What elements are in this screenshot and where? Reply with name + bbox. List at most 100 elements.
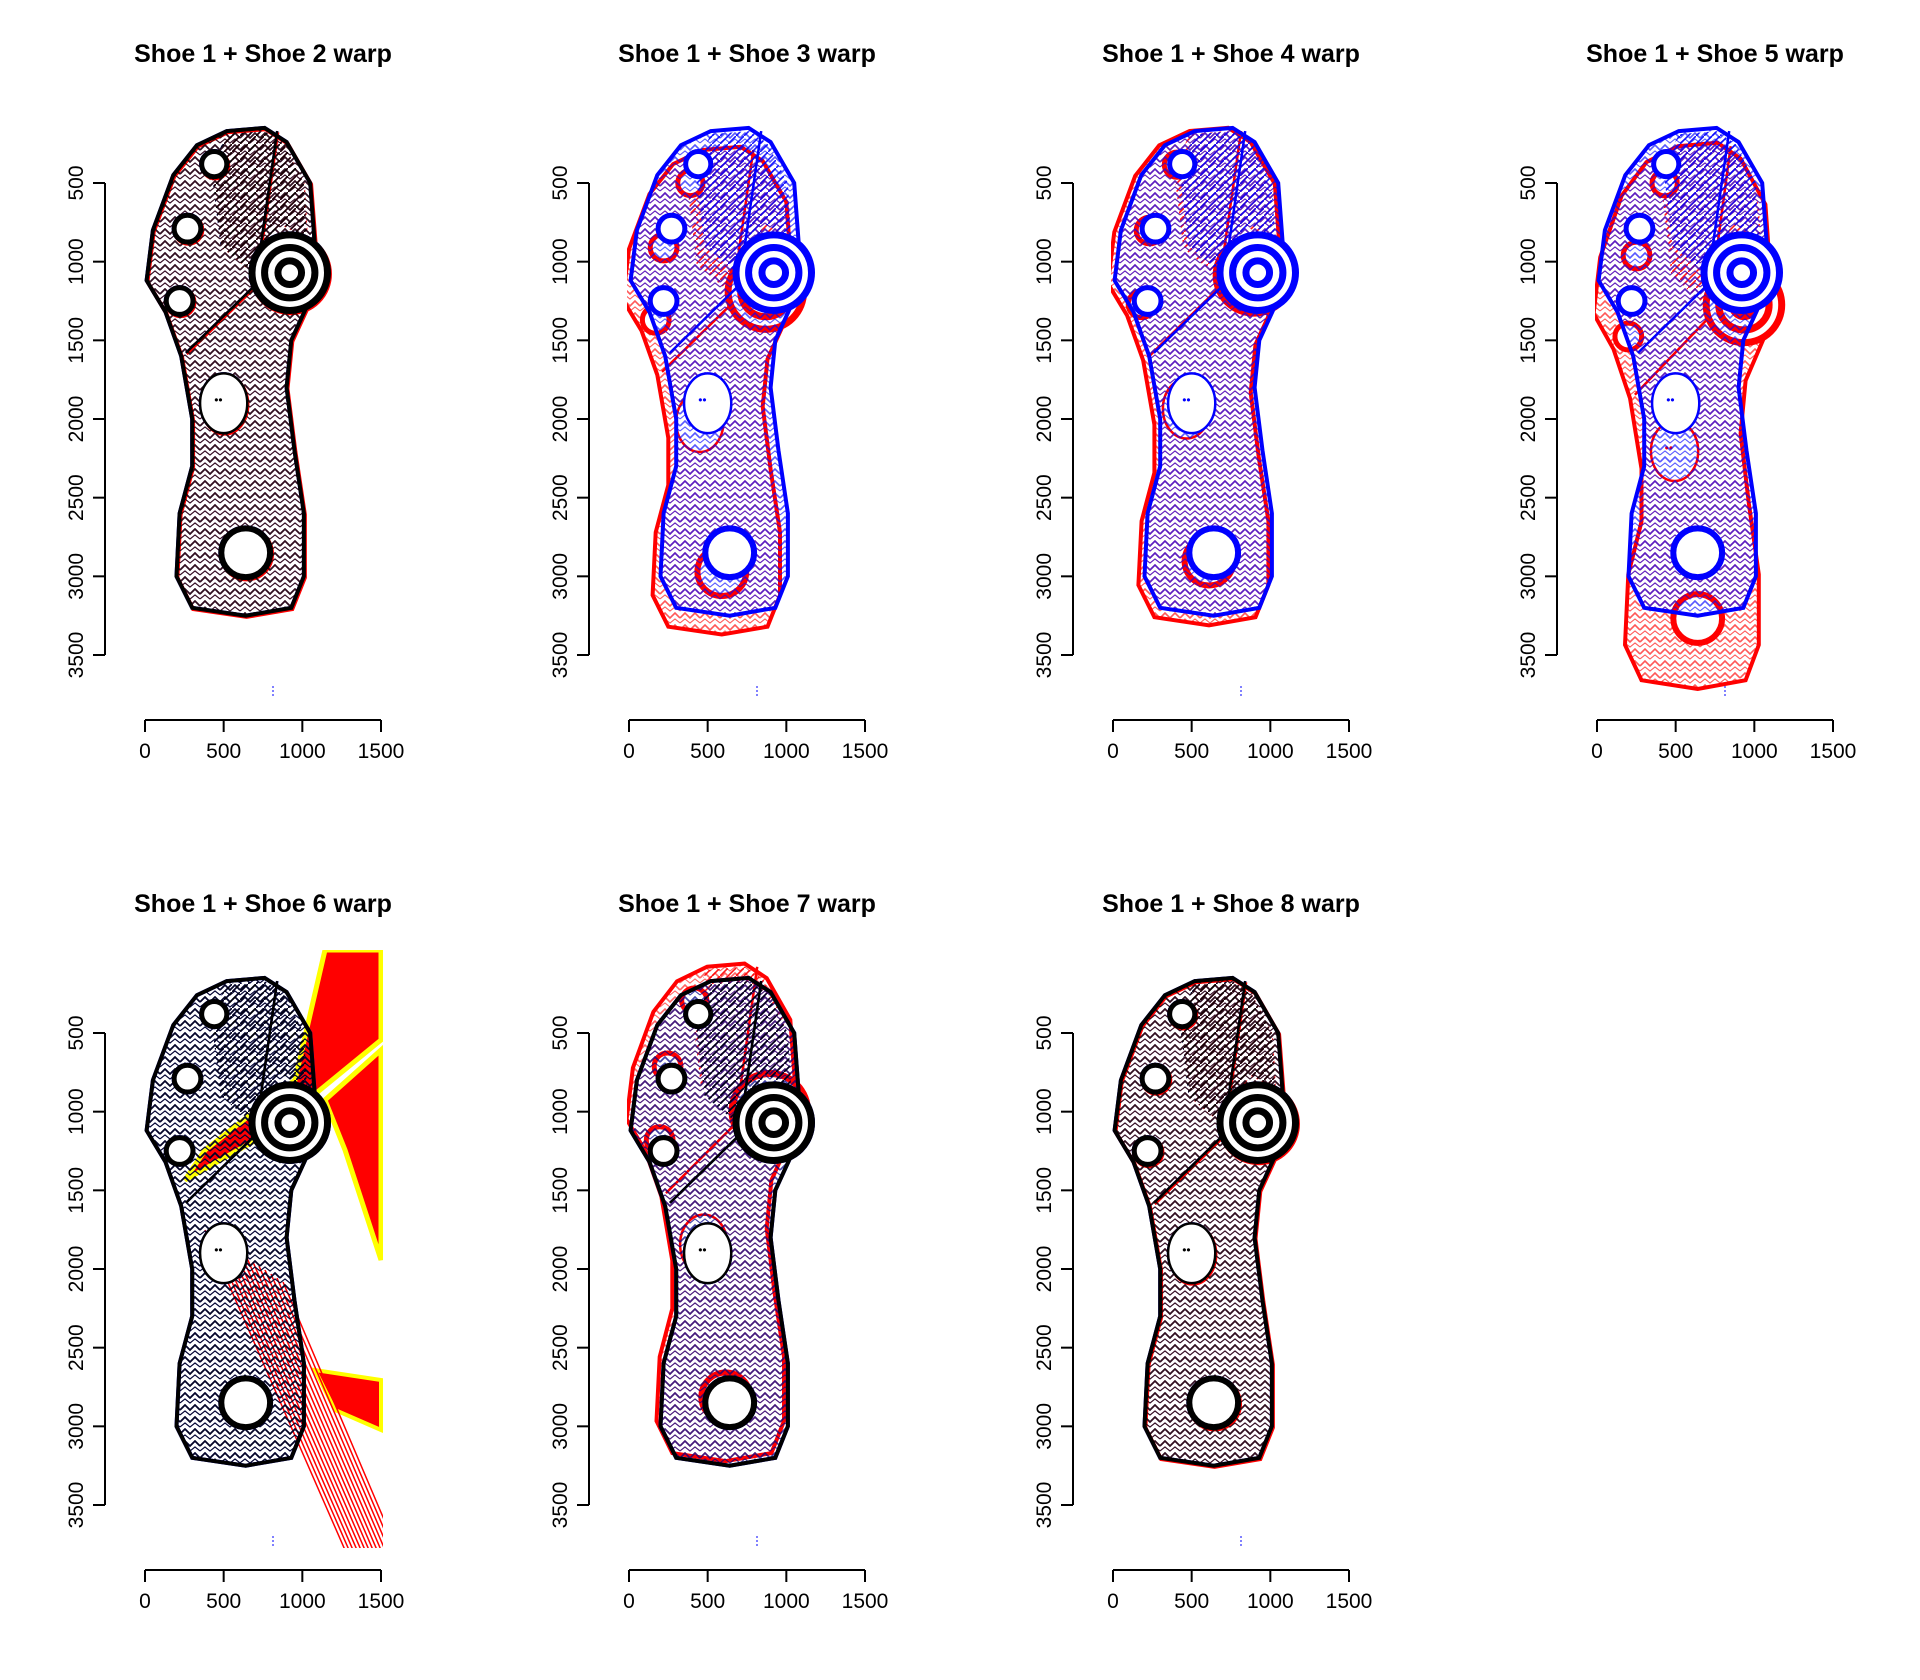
y-axis: 500 1000 1500 2000 2500 3000 3500 [1033,165,1074,679]
toe-hatch [695,131,792,278]
panel-title: Shoe 1 + Shoe 5 warp [1586,40,1844,68]
y-axis: 500 1000 1500 2000 2500 3000 3500 [1033,1015,1074,1529]
x-tick-label: 0 [1107,1590,1119,1613]
overlap-region: •• [144,975,332,1468]
overlap-shoe: •• [628,975,816,1468]
logo-oval [682,1222,733,1285]
y-tick-label: 500 [65,165,88,200]
x-tick-label: 1500 [1326,1590,1373,1613]
logo-mark: •• [698,1243,706,1257]
marker-circle-2 [171,1062,204,1095]
logo-oval [1650,372,1701,435]
bullseye-middle [1229,1094,1287,1152]
marker-circle-1 [199,149,230,180]
logo-oval [682,372,733,435]
x-tick-label: 1500 [842,1590,889,1613]
y-tick-label: 1500 [549,1167,572,1214]
y-tick-label: 2500 [65,1324,88,1371]
panel-title: Shoe 1 + Shoe 2 warp [134,40,392,68]
x-axis: 0 500 1000 1500 [623,1569,889,1613]
y-tick-label: 2000 [65,396,88,443]
x-tick-label: 500 [206,1590,241,1613]
y-tick-label: 2500 [1033,474,1056,521]
y-tick-label: 3000 [549,1403,572,1450]
y-tick-label: 3500 [65,632,88,679]
overlap-shoe: •• [1112,975,1300,1468]
y-tick-label: 3500 [1033,1482,1056,1529]
y-axis: 500 1000 1500 2000 2500 3000 3500 [549,165,590,679]
toe-hatch [1179,981,1276,1128]
marker-circle-3 [647,1135,680,1167]
marker-circle-3 [1615,285,1648,317]
panel-6: Shoe 1 + Shoe 7 warp •••••• 500 1000 1500 200… [549,890,888,1613]
panel-title: Shoe 1 + Shoe 7 warp [618,890,876,918]
warp-blob-2 [322,1044,383,1261]
panel-title: Shoe 1 + Shoe 8 warp [1102,890,1360,918]
y-tick-label: 3500 [549,632,572,679]
plot-area: •••• [1595,125,1786,692]
warp-blob-3 [311,1367,383,1434]
x-tick-label: 1000 [279,1590,326,1613]
y-tick-label: 2500 [1033,1324,1056,1371]
reference-shoe: •• [628,125,816,618]
y-tick-label: 3500 [1033,632,1056,679]
heel-circle [1186,1375,1242,1431]
y-tick-label: 1000 [549,238,572,285]
logo-mark: •• [1666,393,1674,407]
y-tick-label: 3500 [65,1482,88,1529]
y-tick-label: 2500 [65,474,88,521]
panel-title: Shoe 1 + Shoe 3 warp [618,40,876,68]
y-tick-label: 2500 [1517,474,1540,521]
x-tick-label: 0 [623,740,635,763]
logo-mark: •• [1182,1243,1190,1257]
bullseye-inner [274,257,306,288]
x-tick-label: 1500 [1810,740,1857,763]
y-tick-label: 2500 [549,1324,572,1371]
marker-circle-1 [1167,149,1198,180]
x-tick-label: 1500 [1326,740,1373,763]
y-tick-label: 500 [1033,1015,1056,1050]
marker-circle-1 [199,999,230,1030]
marker-circle-1 [1167,999,1198,1030]
bullseye-middle [261,244,319,302]
logo-mark: •• [214,1243,222,1257]
panel-2: Shoe 1 + Shoe 3 warp •••• 500 1000 1500 2000 2… [549,40,888,763]
y-tick-label: 3000 [1033,1403,1056,1450]
y-tick-label: 3500 [1517,632,1540,679]
y-axis: 500 1000 1500 2000 2500 3000 3500 [65,1015,106,1529]
bullseye-middle [1713,244,1771,302]
heel-circle [1186,525,1242,581]
toe-hatch [695,981,792,1128]
bullseye-inner [1242,257,1274,288]
reference-shoe: •• [1112,125,1300,618]
x-tick-label: 1000 [763,1590,810,1613]
y-tick-label: 2000 [549,396,572,443]
y-tick-label: 2500 [549,474,572,521]
x-axis: 0 500 1000 1500 [1107,719,1373,763]
plot-area: •••••• [1112,975,1300,1469]
marker-circle-2 [171,212,204,245]
x-tick-label: 1500 [842,740,889,763]
plot-area: •••• [627,125,816,637]
x-axis: 0 500 1000 1500 [139,719,404,763]
y-tick-label: 2000 [1033,396,1056,443]
x-tick-label: 500 [1174,1590,1209,1613]
marker-circle-1 [683,149,714,180]
x-tick-label: 0 [139,1590,151,1613]
panel-4: Shoe 1 + Shoe 5 warp •••• 500 1000 1500 2000 2… [1517,40,1856,763]
toe-hatch [1663,131,1760,278]
x-tick-label: 500 [206,740,241,763]
x-tick-label: 500 [690,740,725,763]
plot-area: •••• [144,950,383,1548]
panel-1: Shoe 1 + Shoe 2 warp •••••• 500 1000 1500 200… [65,40,404,763]
y-tick-label: 1000 [1033,238,1056,285]
x-tick-label: 0 [139,740,151,763]
y-axis: 500 1000 1500 2000 2500 3000 3500 [65,165,106,679]
x-tick-label: 0 [1591,740,1603,763]
y-tick-label: 2000 [1517,396,1540,443]
logo-oval [198,372,249,435]
logo-mark: •• [214,393,222,407]
plot-area: •••• [1111,125,1300,628]
y-tick-label: 2000 [65,1246,88,1293]
